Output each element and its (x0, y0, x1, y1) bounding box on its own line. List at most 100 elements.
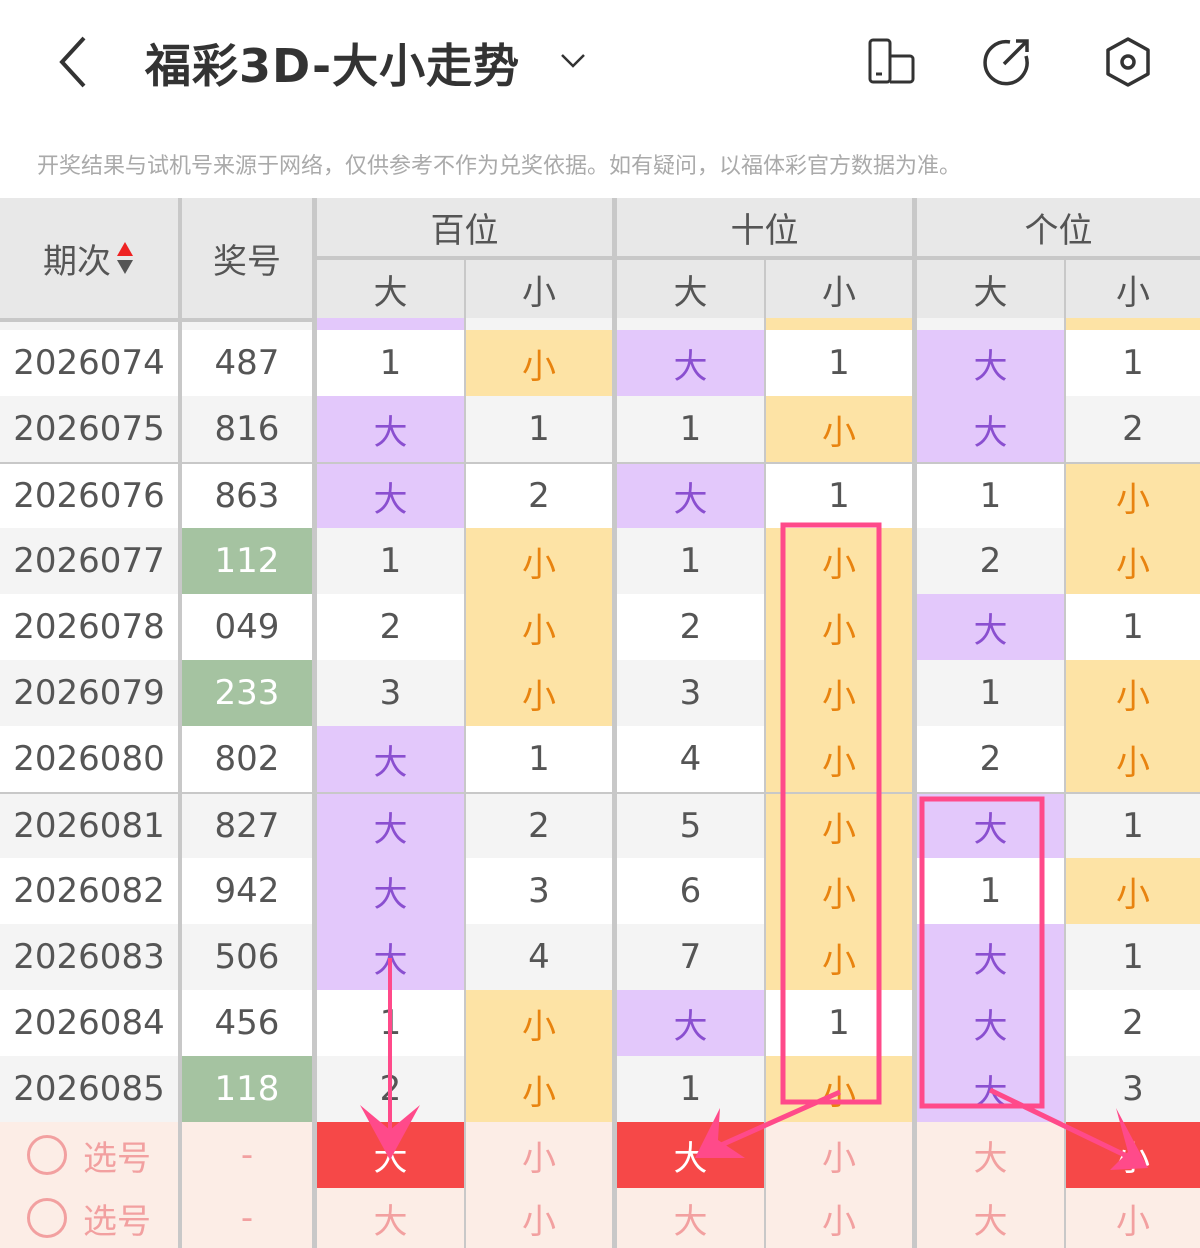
small-cell: 小 (766, 396, 912, 462)
miss-count-cell: 2 (466, 464, 612, 528)
miss-count-cell: 2 (317, 1056, 464, 1122)
period-cell: 2026078 (0, 594, 178, 660)
trend-table: 期次 奖号 百位 十位 个位 大小大小大小 2026074 487 1 小大 1 大 1 202… (0, 198, 1200, 1248)
partial-row-cell (1066, 318, 1200, 330)
small-cell: 小 (1066, 726, 1200, 792)
radio-circle-icon[interactable] (27, 1198, 67, 1238)
pick-option-small[interactable]: 小 (1066, 1122, 1200, 1188)
miss-count-cell: 5 (617, 794, 764, 858)
chevron-left-icon[interactable] (52, 32, 102, 92)
miss-count-cell: 1 (317, 330, 464, 396)
pick-option-small[interactable]: 小 (766, 1188, 912, 1248)
miss-count-cell: 1 (617, 1056, 764, 1122)
miss-count-cell: 1 (466, 396, 612, 462)
number-cell: 456 (182, 990, 312, 1056)
subheader-big: 大 (617, 260, 764, 318)
miss-count-cell: 1 (917, 858, 1064, 924)
partial-row-cell (617, 318, 764, 330)
period-cell: 2026079 (0, 660, 178, 726)
settings-icon[interactable] (1102, 36, 1154, 88)
pick-option-big[interactable]: 大 (317, 1188, 464, 1248)
radio-circle-icon[interactable] (27, 1135, 67, 1175)
small-cell: 小 (766, 594, 912, 660)
period-cell: 2026080 (0, 726, 178, 792)
big-cell: 大 (617, 990, 764, 1056)
miss-count-cell: 2 (917, 726, 1064, 792)
miss-count-cell: 1 (766, 990, 912, 1056)
subheader-small: 小 (1066, 260, 1200, 318)
big-cell: 大 (917, 594, 1064, 660)
chevron-down-icon[interactable] (558, 45, 588, 75)
pick-row-select[interactable]: 选号 (0, 1122, 178, 1188)
miss-count-cell: 1 (917, 660, 1064, 726)
small-cell: 小 (766, 1056, 912, 1122)
small-cell: 小 (766, 924, 912, 990)
big-cell: 大 (317, 726, 464, 792)
page-title[interactable]: 福彩3D-大小走势 (145, 39, 521, 93)
miss-count-cell: 1 (466, 726, 612, 792)
period-cell: 2026082 (0, 858, 178, 924)
miss-count-cell: 1 (1066, 594, 1200, 660)
small-cell: 小 (766, 794, 912, 858)
small-cell: 小 (1066, 660, 1200, 726)
number-cell: 816 (182, 396, 312, 462)
subheader-big: 大 (917, 260, 1064, 318)
miss-count-cell: 7 (617, 924, 764, 990)
partial-row-cell (182, 322, 312, 330)
miss-count-cell: 2 (1066, 990, 1200, 1056)
period-cell: 2026074 (0, 330, 178, 396)
partial-row-cell (317, 318, 464, 330)
pick-number: - (182, 1122, 312, 1188)
subheader-small: 小 (766, 260, 912, 318)
miss-count-cell: 2 (317, 594, 464, 660)
pick-row-select[interactable]: 选号 (0, 1188, 178, 1248)
sort-icon[interactable] (115, 240, 135, 276)
small-cell: 小 (766, 528, 912, 594)
period-header[interactable]: 期次 (0, 198, 178, 318)
number-header: 奖号 (182, 198, 312, 318)
big-cell: 大 (917, 794, 1064, 858)
subheader-small: 小 (466, 260, 612, 318)
miss-count-cell: 2 (1066, 396, 1200, 462)
big-cell: 大 (317, 924, 464, 990)
group-header-units: 个位 (917, 198, 1200, 256)
number-cell: 942 (182, 858, 312, 924)
number-cell: 118 (182, 1056, 312, 1122)
small-cell: 小 (466, 990, 612, 1056)
small-cell: 小 (466, 660, 612, 726)
pick-option-big[interactable]: 大 (617, 1188, 764, 1248)
number-cell: 233 (182, 660, 312, 726)
pick-option-big[interactable]: 大 (917, 1122, 1064, 1188)
pick-option-big[interactable]: 大 (917, 1188, 1064, 1248)
partial-row-cell (0, 322, 178, 330)
pick-option-small[interactable]: 小 (766, 1122, 912, 1188)
big-cell: 大 (917, 924, 1064, 990)
pick-number: - (182, 1188, 312, 1248)
disclaimer-text: 开奖结果与试机号来源于网络，仅供参考不作为兑奖依据。如有疑问，以福体彩官方数据为… (37, 154, 962, 179)
pick-label: 选号 (83, 1201, 151, 1242)
miss-count-cell: 1 (317, 990, 464, 1056)
group-header-tens: 十位 (617, 198, 912, 256)
subheader-big: 大 (317, 260, 464, 318)
period-cell: 2026077 (0, 528, 178, 594)
miss-count-cell: 2 (917, 528, 1064, 594)
layout-toggle-icon[interactable] (866, 36, 918, 88)
miss-count-cell: 3 (317, 660, 464, 726)
small-cell: 小 (1066, 858, 1200, 924)
pick-option-big[interactable]: 大 (617, 1122, 764, 1188)
small-cell: 小 (766, 660, 912, 726)
miss-count-cell: 1 (617, 528, 764, 594)
pick-label: 选号 (83, 1138, 151, 1179)
miss-count-cell: 1 (1066, 924, 1200, 990)
pick-option-small[interactable]: 小 (466, 1188, 612, 1248)
pick-option-small[interactable]: 小 (1066, 1188, 1200, 1248)
number-cell: 049 (182, 594, 312, 660)
miss-count-cell: 1 (1066, 794, 1200, 858)
number-cell: 802 (182, 726, 312, 792)
miss-count-cell: 2 (617, 594, 764, 660)
pick-option-big[interactable]: 大 (317, 1122, 464, 1188)
partial-row-cell (466, 318, 612, 330)
share-icon[interactable] (980, 36, 1032, 88)
pick-option-small[interactable]: 小 (466, 1122, 612, 1188)
big-cell: 大 (917, 1056, 1064, 1122)
